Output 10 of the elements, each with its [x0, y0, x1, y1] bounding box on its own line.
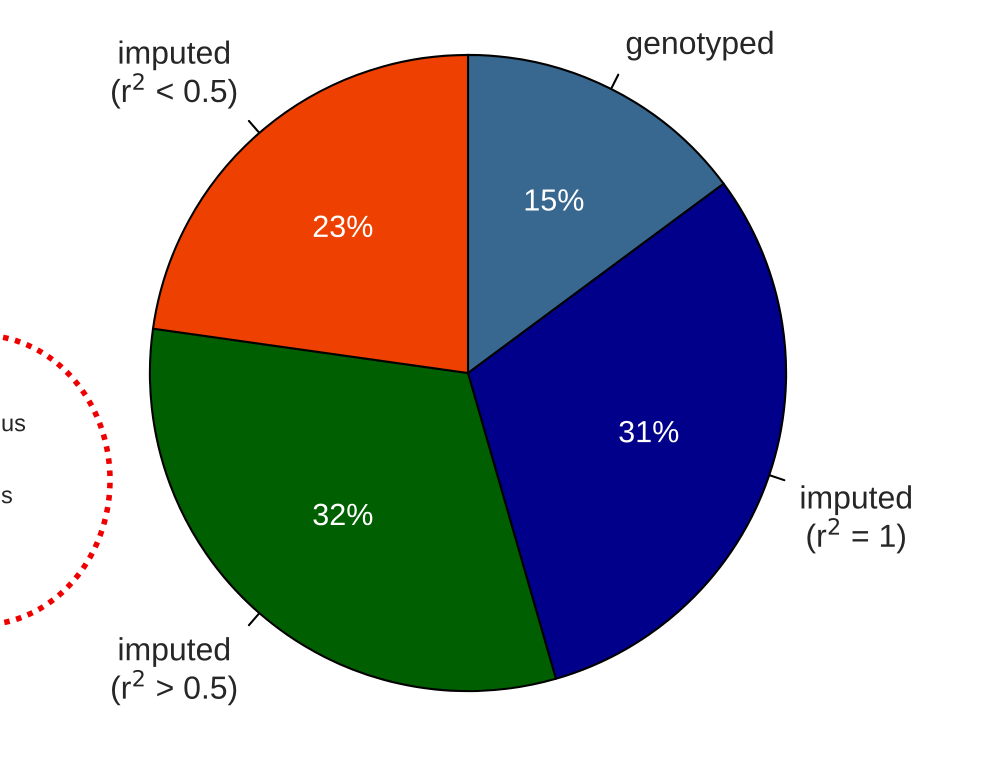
slice-label: genotyped [626, 30, 773, 61]
text: s [2, 490, 12, 504]
slice-label: imputed (r$^{2}$ < 0.5) [112, 40, 236, 109]
data-label: 32% [313, 504, 372, 526]
data-label: 23% [314, 216, 372, 238]
data-label: 31% [619, 420, 678, 442]
text: us [2, 418, 26, 432]
slice-label: imputed (r$^{2}$ > 0.5) [112, 637, 236, 706]
data-label: 15% [526, 189, 584, 211]
slice-label: imputed (r$^{2}$ = 1) [802, 485, 911, 554]
